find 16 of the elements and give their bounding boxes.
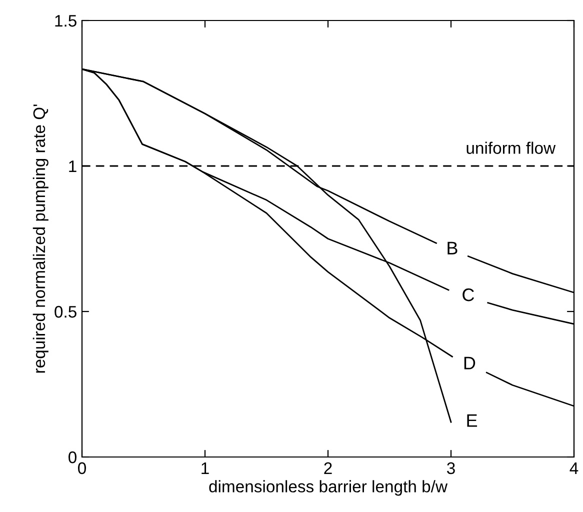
- y-tick-label: 0.5: [54, 306, 76, 318]
- series-label: D: [464, 356, 476, 370]
- y-axis-title: required normalized pumping rate Q': [32, 104, 48, 373]
- ref-line-label: uniform flow: [466, 142, 556, 154]
- x-tick-label: 3: [447, 462, 455, 474]
- x-tick-label: 4: [570, 462, 578, 474]
- x-tick-label: 1: [202, 462, 209, 474]
- series-label: C: [462, 288, 474, 302]
- series-label: E: [467, 414, 478, 427]
- y-tick-label: 0: [68, 451, 76, 464]
- y-tick-label: 1: [69, 160, 76, 172]
- x-axis-title: dimensionless barrier length b/w: [209, 480, 448, 496]
- y-tick-label: 1.5: [55, 15, 76, 27]
- x-tick-label: 2: [324, 462, 332, 474]
- series-label: B: [448, 242, 458, 254]
- x-tick-label: 0: [78, 462, 86, 474]
